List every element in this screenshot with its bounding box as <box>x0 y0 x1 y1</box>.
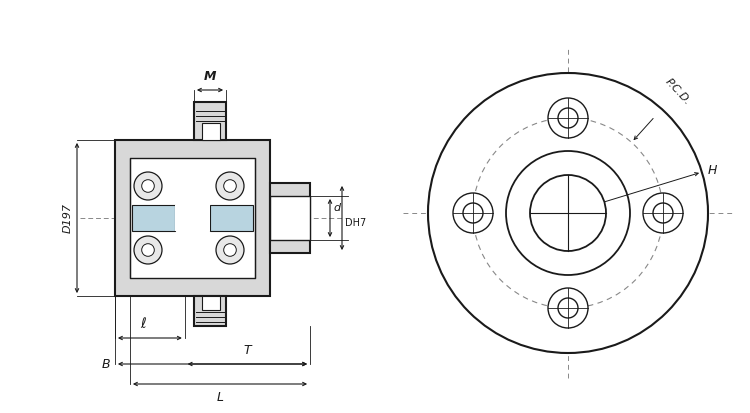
Circle shape <box>548 98 588 138</box>
Circle shape <box>653 203 673 223</box>
Circle shape <box>216 236 244 264</box>
Circle shape <box>548 288 588 328</box>
Bar <box>130 158 255 278</box>
Circle shape <box>224 180 236 192</box>
Bar <box>194 296 226 326</box>
Circle shape <box>224 244 236 256</box>
Text: B: B <box>101 358 110 370</box>
Text: M: M <box>204 70 216 83</box>
Text: D197: D197 <box>63 203 73 233</box>
Text: H: H <box>708 164 717 177</box>
Circle shape <box>428 73 708 353</box>
Circle shape <box>142 180 154 192</box>
Circle shape <box>142 244 154 256</box>
Text: d: d <box>333 203 340 213</box>
Circle shape <box>558 298 578 318</box>
Text: ℓ: ℓ <box>140 317 146 331</box>
Bar <box>210 205 253 231</box>
Bar <box>202 123 220 140</box>
Circle shape <box>453 193 493 233</box>
Bar <box>132 205 175 231</box>
Text: DH7: DH7 <box>345 218 366 228</box>
Circle shape <box>530 175 606 251</box>
Text: T: T <box>244 344 251 357</box>
Circle shape <box>558 108 578 128</box>
Text: L: L <box>217 391 223 404</box>
Circle shape <box>134 236 162 264</box>
Bar <box>175 205 210 231</box>
Bar <box>202 296 220 309</box>
Circle shape <box>643 193 683 233</box>
Text: P.C.D.: P.C.D. <box>663 76 692 107</box>
Circle shape <box>463 203 483 223</box>
Circle shape <box>134 172 162 200</box>
Circle shape <box>216 172 244 200</box>
Bar <box>270 196 310 240</box>
Bar <box>194 102 226 140</box>
Circle shape <box>506 151 630 275</box>
Bar <box>115 140 270 296</box>
Bar <box>270 183 310 253</box>
